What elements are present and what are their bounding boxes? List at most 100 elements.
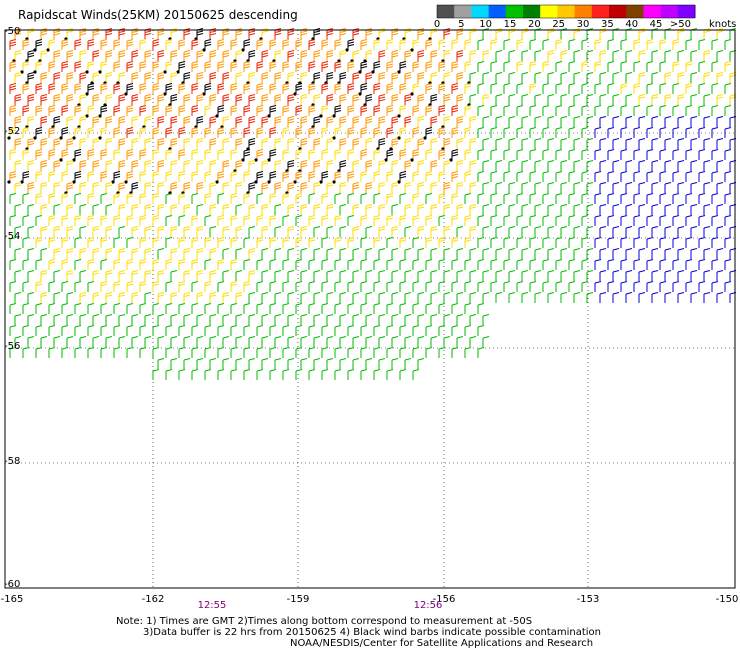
wind-barb	[139, 193, 147, 204]
wind-barb	[378, 336, 386, 347]
wind-barb	[490, 237, 498, 248]
wind-barb	[425, 171, 433, 182]
wind-barb	[85, 61, 95, 74]
wind-barb	[12, 50, 22, 63]
wind-barb	[438, 39, 446, 50]
wind-barb	[373, 347, 381, 358]
wind-barb	[113, 39, 121, 50]
wind-barb	[495, 248, 503, 259]
wind-barb	[14, 336, 22, 347]
wind-barb	[295, 127, 303, 138]
wind-barb	[139, 105, 147, 116]
wind-barb	[482, 226, 490, 237]
wind-barb	[308, 347, 316, 358]
wind-barb	[22, 325, 30, 336]
wind-barb	[14, 204, 22, 215]
wind-barb	[339, 94, 347, 105]
wind-barb	[300, 94, 308, 105]
wind-barb	[365, 336, 373, 347]
wind-barb	[724, 215, 732, 226]
wind-barb	[72, 149, 82, 162]
wind-barb	[573, 94, 581, 105]
wind-barb	[469, 204, 477, 215]
wind-barb	[230, 149, 238, 160]
wind-barb	[508, 248, 516, 259]
wind-barb	[326, 292, 334, 303]
wind-barb	[417, 358, 425, 369]
wind-barb	[126, 347, 134, 358]
wind-barb	[248, 160, 256, 171]
wind-barb	[98, 127, 108, 140]
wind-barb	[456, 270, 464, 281]
wind-barb	[646, 127, 654, 138]
wind-barb	[425, 303, 433, 314]
wind-barb	[365, 226, 373, 237]
wind-barb	[152, 149, 160, 160]
wind-barb	[711, 237, 719, 248]
wind-barb	[417, 138, 425, 149]
wind-barb	[113, 259, 121, 270]
wind-barb	[321, 347, 329, 358]
wind-barb	[261, 94, 269, 105]
note-line-3: NOAA/NESDIS/Center for Satellite Applica…	[290, 638, 594, 649]
wind-barb	[521, 160, 529, 171]
wind-barb	[438, 127, 446, 138]
wind-barb	[581, 105, 589, 116]
wind-barb	[61, 105, 69, 116]
wind-barb	[664, 72, 672, 83]
wind-barb	[217, 237, 225, 248]
wind-barb	[61, 259, 69, 270]
wind-barb	[495, 50, 503, 61]
wind-barb	[638, 204, 646, 215]
wind-barb	[118, 204, 126, 215]
wind-barb	[612, 292, 620, 303]
wind-barb	[308, 281, 316, 292]
wind-barb	[477, 281, 485, 292]
wind-barb	[581, 193, 589, 204]
wind-barb	[529, 83, 537, 94]
wind-barb	[625, 72, 633, 83]
lon-label: -153	[576, 594, 600, 605]
wind-barb	[464, 259, 472, 270]
wind-barb	[664, 182, 672, 193]
wind-barb	[430, 50, 438, 61]
wind-barb	[672, 127, 680, 138]
wind-barb	[386, 193, 394, 204]
wind-barb	[646, 193, 654, 204]
wind-barb	[586, 72, 594, 83]
wind-barb	[399, 193, 407, 204]
wind-barb	[165, 237, 173, 248]
wind-barb	[230, 61, 238, 72]
wind-barb	[183, 270, 191, 281]
wind-barb	[503, 237, 511, 248]
wind-barb	[386, 259, 394, 270]
wind-barb	[573, 226, 581, 237]
wind-barb	[360, 215, 368, 226]
wind-barb	[274, 226, 282, 237]
wind-barb	[477, 61, 485, 72]
wind-barb	[469, 292, 477, 303]
wind-barb	[724, 83, 732, 94]
wind-barb	[113, 105, 121, 116]
wind-barb	[672, 83, 680, 94]
wind-barb	[703, 160, 711, 171]
wind-barb	[196, 72, 204, 83]
lat-label: -56	[4, 341, 21, 352]
wind-barb	[430, 160, 438, 171]
wind-barb	[477, 303, 485, 314]
wind-barb	[248, 314, 256, 325]
wind-barb	[282, 347, 290, 358]
wind-barb	[345, 39, 355, 52]
wind-barb	[521, 94, 529, 105]
wind-barb	[326, 358, 334, 369]
wind-barb	[100, 215, 108, 226]
wind-barb	[48, 303, 56, 314]
legend-label: 5	[458, 19, 465, 30]
wind-barb	[399, 149, 407, 160]
wind-barb	[347, 127, 355, 138]
wind-barb	[347, 61, 355, 72]
wind-barb	[703, 50, 711, 61]
wind-barb	[22, 149, 30, 160]
wind-barb	[326, 204, 334, 215]
wind-barb	[664, 204, 672, 215]
